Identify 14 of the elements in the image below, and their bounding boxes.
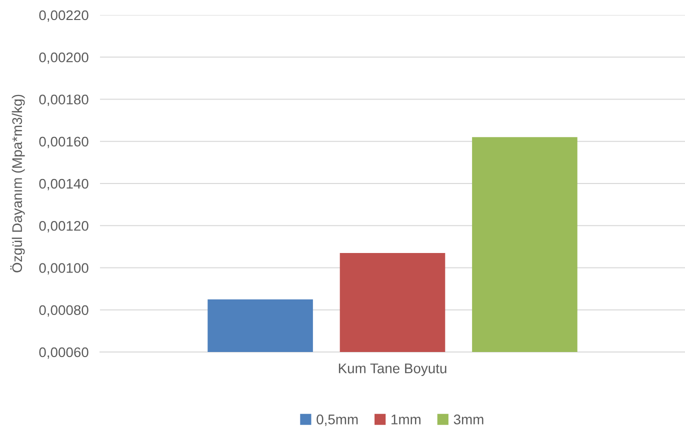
x-tick-label: Kum Tane Boyutu	[338, 364, 446, 376]
legend-label: 1mm	[392, 414, 420, 424]
legend-label: 3mm	[454, 414, 484, 424]
y-tick-label: 0,00160	[39, 136, 88, 148]
y-tick-label: 0,00180	[39, 94, 88, 106]
legend-label: 0,5mm	[316, 414, 358, 426]
y-axis-title: Özgül Dayanım (Mpa*m3/kg)	[10, 94, 25, 272]
y-tick-label: 0,00200	[39, 52, 88, 64]
y-tick-label: 0,00100	[39, 263, 88, 275]
y-tick-label: 0,00220	[39, 10, 88, 22]
y-tick-label: 0,00080	[39, 305, 88, 317]
y-tick-label: 0,00140	[39, 178, 88, 190]
y-tick-label: 0,00060	[39, 347, 88, 359]
y-tick-label: 0,00120	[39, 220, 88, 232]
